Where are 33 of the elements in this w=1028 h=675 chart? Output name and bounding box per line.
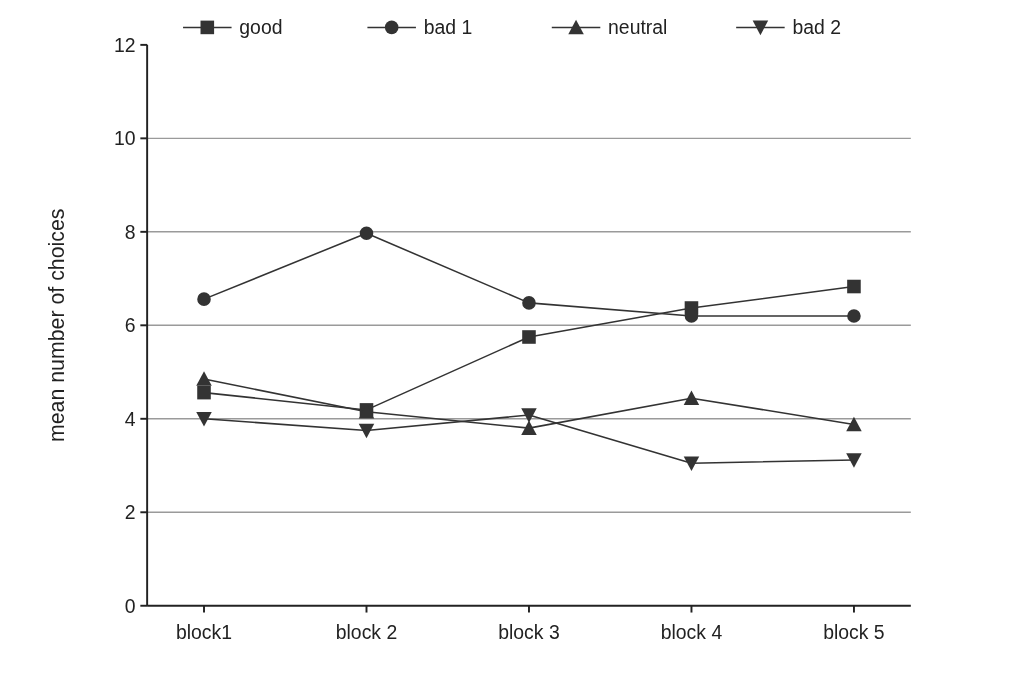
legend-label: good [239, 16, 283, 39]
y-tick-label: 6 [124, 314, 136, 337]
y-tick-label: 0 [124, 594, 136, 617]
point [521, 408, 537, 423]
x-tick-label: block1 [175, 620, 233, 643]
x-tick-label: block 5 [823, 620, 885, 643]
point [846, 416, 862, 432]
point [197, 292, 211, 306]
point [358, 423, 375, 439]
legend-label: bad 2 [792, 16, 841, 39]
point [196, 371, 212, 386]
point [196, 412, 212, 427]
point [683, 390, 700, 406]
x-tick-label: block 3 [498, 620, 560, 643]
x-tick-label: block 2 [335, 620, 398, 643]
x-tick-label: block 4 [660, 620, 723, 643]
y-axis-title: mean number of choices [44, 208, 69, 443]
point [197, 385, 211, 400]
point [522, 296, 536, 310]
point [846, 453, 862, 468]
point [521, 420, 537, 435]
y-tick-label: 10 [113, 127, 136, 150]
point [683, 456, 700, 471]
y-tick-label: 12 [113, 33, 136, 56]
point [522, 330, 536, 344]
y-tick-label: 2 [124, 501, 136, 524]
legend-label: neutral [608, 16, 668, 39]
point [359, 226, 374, 241]
y-tick-label: 8 [124, 220, 136, 243]
y-tick-label: 4 [124, 407, 136, 430]
point [847, 279, 861, 294]
legend-label: bad 1 [423, 16, 473, 39]
point [847, 309, 861, 323]
